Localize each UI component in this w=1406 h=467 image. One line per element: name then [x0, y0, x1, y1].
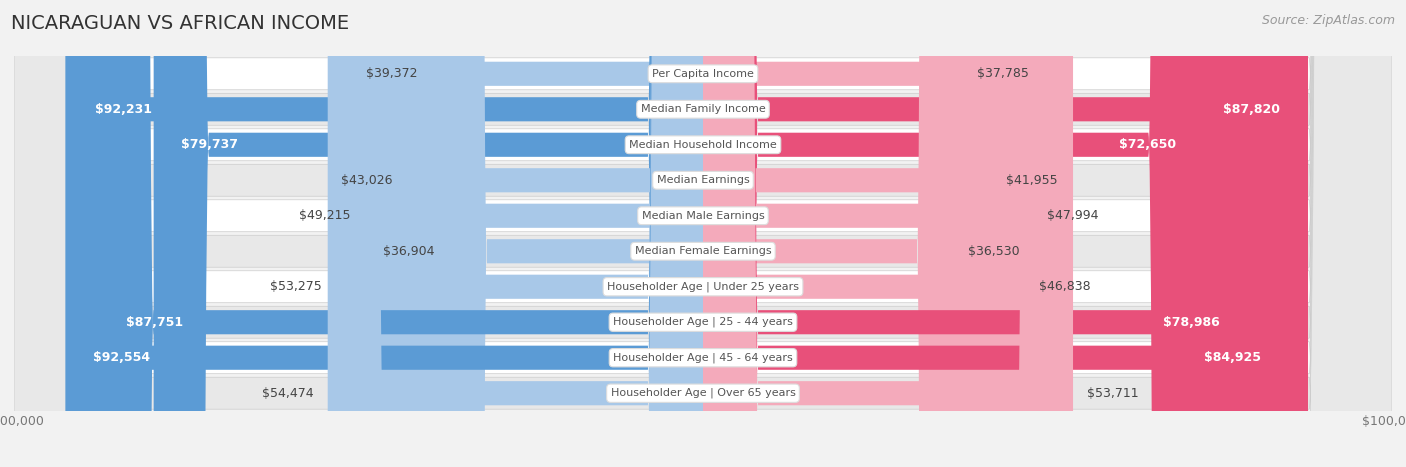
Text: $72,650: $72,650 [1119, 138, 1175, 151]
Text: $46,838: $46,838 [1039, 280, 1091, 293]
FancyBboxPatch shape [14, 0, 1392, 467]
Text: NICARAGUAN VS AFRICAN INCOME: NICARAGUAN VS AFRICAN INCOME [11, 14, 349, 33]
FancyBboxPatch shape [432, 0, 703, 467]
FancyBboxPatch shape [703, 0, 1073, 467]
FancyBboxPatch shape [98, 0, 703, 467]
Text: Householder Age | 25 - 44 years: Householder Age | 25 - 44 years [613, 317, 793, 327]
FancyBboxPatch shape [328, 0, 703, 467]
FancyBboxPatch shape [14, 0, 1392, 467]
FancyBboxPatch shape [703, 0, 1033, 467]
Text: Source: ZipAtlas.com: Source: ZipAtlas.com [1261, 14, 1395, 27]
Text: Median Family Income: Median Family Income [641, 104, 765, 114]
FancyBboxPatch shape [703, 0, 1026, 467]
FancyBboxPatch shape [703, 0, 1204, 467]
Text: Householder Age | Over 65 years: Householder Age | Over 65 years [610, 388, 796, 398]
Text: Per Capita Income: Per Capita Income [652, 69, 754, 79]
FancyBboxPatch shape [703, 0, 955, 467]
Text: $53,275: $53,275 [270, 280, 322, 293]
FancyBboxPatch shape [703, 0, 1247, 467]
Text: $54,474: $54,474 [263, 387, 314, 400]
FancyBboxPatch shape [703, 0, 993, 467]
FancyBboxPatch shape [14, 0, 1392, 467]
FancyBboxPatch shape [14, 0, 1392, 467]
Text: $37,785: $37,785 [977, 67, 1029, 80]
FancyBboxPatch shape [336, 0, 703, 467]
Text: $79,737: $79,737 [181, 138, 238, 151]
Text: $47,994: $47,994 [1047, 209, 1099, 222]
Text: $36,904: $36,904 [384, 245, 434, 258]
FancyBboxPatch shape [14, 0, 1392, 467]
Text: $36,530: $36,530 [969, 245, 1021, 258]
FancyBboxPatch shape [406, 0, 703, 467]
Text: $43,026: $43,026 [342, 174, 392, 187]
FancyBboxPatch shape [449, 0, 703, 467]
FancyBboxPatch shape [14, 0, 1392, 467]
FancyBboxPatch shape [14, 0, 1392, 467]
FancyBboxPatch shape [67, 0, 703, 467]
Text: Householder Age | Under 25 years: Householder Age | Under 25 years [607, 282, 799, 292]
FancyBboxPatch shape [703, 0, 1288, 467]
Text: Median Earnings: Median Earnings [657, 175, 749, 185]
Text: $78,986: $78,986 [1163, 316, 1219, 329]
Text: $49,215: $49,215 [298, 209, 350, 222]
FancyBboxPatch shape [14, 0, 1392, 467]
FancyBboxPatch shape [14, 0, 1392, 467]
Text: $84,925: $84,925 [1204, 351, 1261, 364]
FancyBboxPatch shape [153, 0, 703, 467]
Text: Householder Age | 45 - 64 years: Householder Age | 45 - 64 years [613, 353, 793, 363]
Text: Median Household Income: Median Household Income [628, 140, 778, 150]
FancyBboxPatch shape [14, 0, 1392, 467]
Text: $92,554: $92,554 [93, 351, 150, 364]
Text: $53,711: $53,711 [1087, 387, 1139, 400]
FancyBboxPatch shape [703, 0, 963, 467]
FancyBboxPatch shape [703, 0, 1308, 467]
FancyBboxPatch shape [364, 0, 703, 467]
Text: $39,372: $39,372 [367, 67, 418, 80]
Text: $87,751: $87,751 [127, 316, 183, 329]
Text: Median Female Earnings: Median Female Earnings [634, 246, 772, 256]
Text: $92,231: $92,231 [96, 103, 152, 116]
FancyBboxPatch shape [65, 0, 703, 467]
Text: $41,955: $41,955 [1005, 174, 1057, 187]
Text: Median Male Earnings: Median Male Earnings [641, 211, 765, 221]
Text: $87,820: $87,820 [1223, 103, 1281, 116]
